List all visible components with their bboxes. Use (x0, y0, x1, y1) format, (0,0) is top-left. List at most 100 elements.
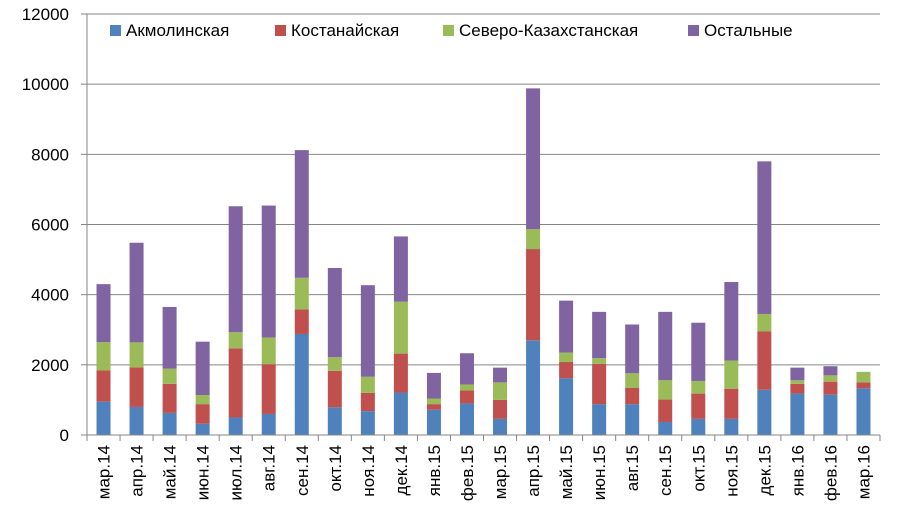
bar-segment-1-май.15 (559, 378, 574, 435)
bar-segment-2-мар.15 (493, 399, 508, 419)
bar-segment-1-апр.15 (526, 340, 541, 435)
bar-segment-3-окт.14 (327, 357, 342, 371)
bar-segment-2-ноя.15 (724, 388, 739, 419)
bar-segment-3-ноя.14 (360, 376, 375, 393)
bar-segment-2-июн.14 (195, 404, 210, 424)
bar-segment-3-июл.14 (228, 332, 243, 349)
bars (96, 88, 871, 435)
bar-segment-1-окт.15 (691, 418, 706, 435)
bar-segment-4-июл.14 (228, 206, 243, 333)
bar-segment-2-фев.15 (459, 390, 474, 404)
bar-segment-3-авг.15 (625, 373, 640, 388)
x-tick-label: июл.14 (227, 445, 246, 500)
x-tick-label: июн.15 (590, 445, 609, 500)
bar-segment-2-май.15 (559, 362, 574, 379)
bar-segment-4-май.15 (559, 300, 574, 353)
x-tick-label: апр.15 (524, 445, 543, 497)
bar-segment-4-окт.14 (327, 268, 342, 358)
bar-segment-1-мар.15 (493, 418, 508, 435)
x-tick-label: мар.16 (854, 445, 873, 499)
legend: Акмолинская Костанайская Северо-Казахстанс… (110, 21, 793, 40)
bar-segment-1-дек.14 (393, 392, 408, 435)
bar-segment-1-май.14 (162, 412, 177, 435)
x-tick-label: дек.15 (755, 445, 774, 495)
bar-segment-3-мар.14 (96, 342, 111, 371)
x-tick-label: фев.15 (458, 445, 477, 501)
bar-segment-3-авг.14 (261, 337, 276, 365)
bar-segment-4-июн.14 (195, 341, 210, 396)
bar-segment-2-июн.15 (592, 363, 607, 405)
bar-segment-2-апр.15 (526, 249, 541, 341)
bar-segment-4-авг.14 (261, 205, 276, 338)
bar-segment-3-май.15 (559, 352, 574, 363)
bar-segment-1-фев.15 (459, 403, 474, 435)
bar-segment-4-апр.15 (526, 88, 541, 230)
legend-swatch (275, 25, 286, 36)
bar-segment-2-мар.14 (96, 370, 111, 402)
x-tick-label: ноя.14 (359, 445, 378, 497)
bar-segment-4-янв.15 (426, 372, 441, 399)
bar-segment-2-май.14 (162, 383, 177, 413)
bar-segment-2-окт.15 (691, 393, 706, 419)
bar-segment-2-авг.15 (625, 387, 640, 405)
bar-segment-2-фев.16 (823, 381, 838, 395)
bar-segment-4-мар.14 (96, 284, 111, 343)
bar-segment-3-фев.16 (823, 375, 838, 382)
bar-segment-4-май.14 (162, 306, 177, 369)
bar-segment-1-янв.16 (790, 393, 805, 435)
y-tick-labels: 0 2000 4000 6000 8000 10000 12000 (22, 5, 69, 445)
y-tick-label: 6000 (31, 216, 69, 235)
x-tick-label: дек.14 (392, 445, 411, 495)
bar-segment-3-окт.15 (691, 380, 706, 394)
bar-segment-4-ноя.14 (360, 285, 375, 377)
x-tick-label: май.14 (161, 445, 180, 499)
x-tick-labels: мар.14 апр.14 май.14 июн.14 июл.14 авг.14 сен.… (95, 445, 874, 501)
bar-segment-4-фев.15 (459, 353, 474, 385)
y-tick-label: 12000 (22, 5, 69, 24)
bar-segment-3-июн.15 (592, 358, 607, 364)
x-tick-label: окт.14 (326, 445, 345, 492)
bar-segment-4-апр.14 (129, 242, 144, 343)
bar-segment-1-сен.15 (658, 422, 673, 435)
gridlines (87, 13, 880, 366)
x-tick-label: фев.16 (821, 445, 840, 501)
legend-label: Остальные (704, 21, 793, 40)
bar-segment-2-авг.14 (261, 364, 276, 414)
axes (81, 13, 881, 441)
bar-segment-1-мар.14 (96, 401, 111, 435)
bar-segment-2-окт.14 (327, 370, 342, 408)
bar-segment-4-фев.16 (823, 366, 838, 376)
bar-segment-2-ноя.14 (360, 392, 375, 412)
x-tick-label: июн.14 (194, 445, 213, 500)
bar-segment-1-июл.14 (228, 417, 243, 435)
bar-segment-3-июн.14 (195, 395, 210, 405)
bar-segment-2-сен.14 (294, 309, 309, 334)
x-tick-label: мар.14 (95, 445, 114, 499)
bar-segment-3-мар.16 (856, 371, 871, 383)
x-tick-label: сен.15 (656, 445, 675, 496)
bar-segment-1-апр.14 (129, 406, 144, 435)
bar-segment-2-апр.14 (129, 367, 144, 407)
y-tick-label: 2000 (31, 356, 69, 375)
bar-segment-4-сен.15 (658, 311, 673, 381)
bar-segment-3-янв.16 (790, 380, 805, 384)
bar-segment-1-авг.14 (261, 413, 276, 435)
x-tick-label: авг.14 (260, 445, 279, 491)
legend-swatch (443, 25, 454, 36)
x-tick-label: апр.14 (128, 445, 147, 497)
bar-segment-2-янв.15 (426, 404, 441, 410)
legend-swatch (688, 25, 699, 36)
legend-label: Акмолинская (126, 21, 229, 40)
x-tick-label: май.15 (557, 445, 576, 499)
x-tick-label: янв.15 (425, 445, 444, 496)
bar-segment-3-сен.15 (658, 380, 673, 400)
bar-segment-1-июн.15 (592, 404, 607, 435)
bar-segment-4-авг.15 (625, 324, 640, 374)
bar-segment-4-дек.15 (757, 161, 772, 314)
y-tick-label: 4000 (31, 286, 69, 305)
y-tick-label: 8000 (31, 145, 69, 164)
bar-segment-4-июн.15 (592, 311, 607, 359)
bar-segment-4-сен.14 (294, 150, 309, 278)
bar-segment-4-дек.14 (393, 236, 408, 302)
